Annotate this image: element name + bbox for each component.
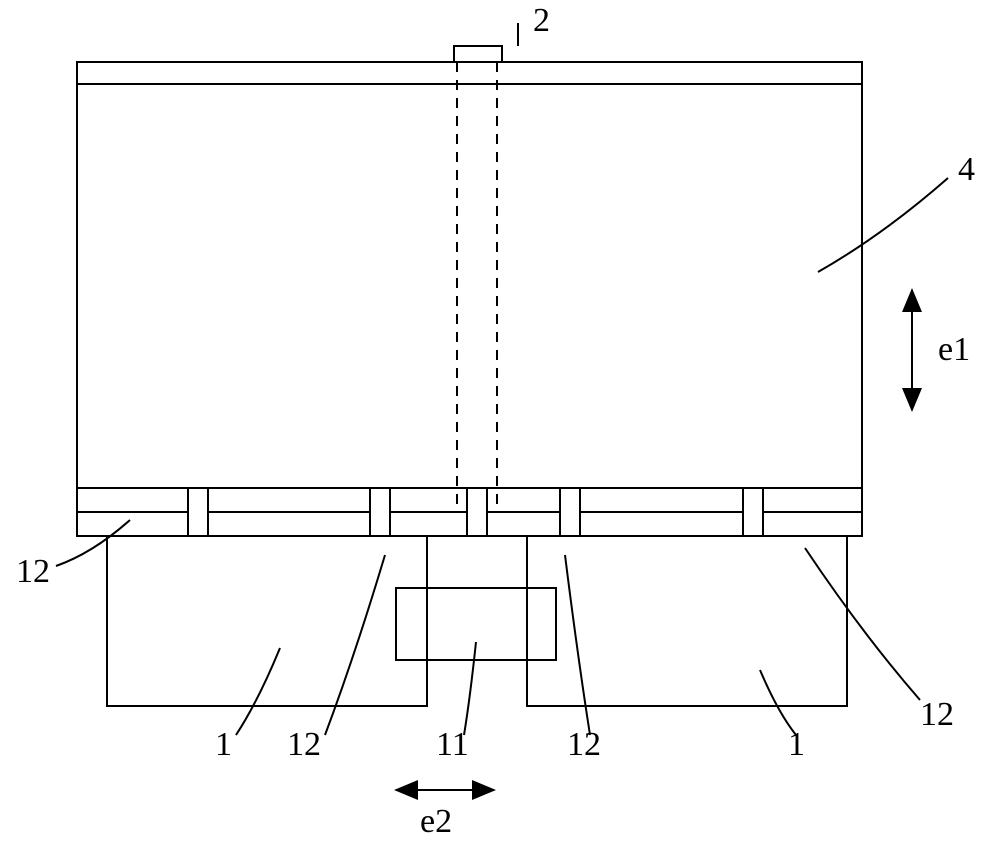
technical-diagram: e1 e2 2 4 11 12 1 12 12 1 12 [0, 0, 1000, 853]
dim-e1-label: e1 [938, 331, 970, 368]
callout-4: 4 [958, 151, 975, 188]
callout-12d: 12 [920, 696, 954, 733]
callout-2: 2 [533, 2, 550, 39]
callout-12c: 12 [567, 726, 601, 763]
callout-12b: 12 [287, 726, 321, 763]
callout-11: 11 [436, 726, 469, 763]
callout-1b: 1 [788, 726, 805, 763]
callout-1a: 1 [215, 726, 232, 763]
dim-e2-label: e2 [420, 803, 452, 840]
callout-12a: 12 [16, 553, 50, 590]
